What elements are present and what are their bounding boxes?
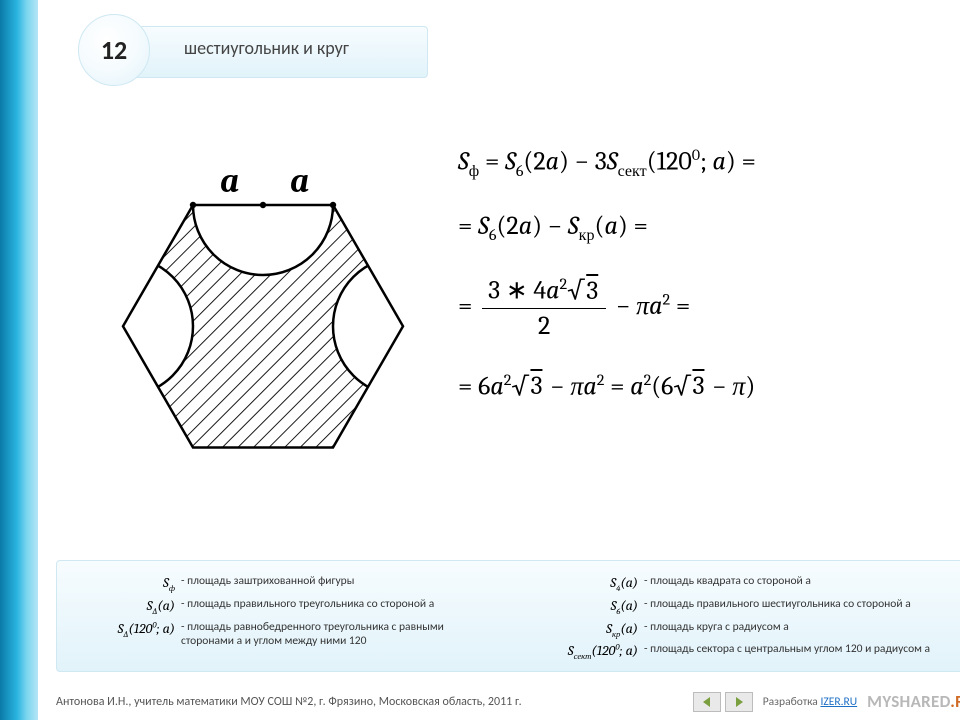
legend-row: S4(a) - площадь квадрата со стороной a: [534, 574, 960, 594]
diagram-label-a2: a: [290, 161, 309, 201]
equation-line-3: = 3 ∗ 4a2√3 2 − πa2 =: [458, 275, 960, 341]
legend-right-column: S4(a) - площадь квадрата со стороной a S…: [534, 571, 960, 661]
legend-row: Sкр(a) - площадь круга с радиусом a: [534, 620, 960, 640]
dev-link[interactable]: IZER.RU: [820, 695, 857, 709]
legend-symbol: S∆(1200; a): [71, 620, 181, 640]
nav-buttons: [693, 692, 753, 712]
diagram-label-a1: a: [220, 161, 239, 201]
legend-left-column: Sф - площадь заштрихованной фигуры S∆(a)…: [71, 571, 498, 661]
dev-label: Разработка IZER.RU: [763, 695, 857, 709]
legend-desc: - площадь сектора с центральным углом 12…: [644, 642, 960, 656]
prev-button[interactable]: [693, 692, 721, 712]
slide-number-badge: 12: [78, 14, 150, 86]
legend-symbol: Sсект(1200; a): [534, 642, 644, 662]
equation-line-2: = S6(2a) − Sкр(a) =: [458, 211, 960, 245]
legend-row: S∆(1200; a) - площадь равнобедренного тр…: [71, 620, 498, 649]
legend-desc: - площадь равнобедренного треугольника с…: [181, 620, 498, 649]
branding: MYSHARED.RU: [867, 691, 960, 712]
slide-number: 12: [101, 34, 127, 66]
legend-symbol: Sкр(a): [534, 620, 644, 640]
legend-symbol: S4(a): [534, 574, 644, 594]
slide: шестиугольник и круг 12: [38, 0, 960, 720]
legend-row: S6(a) - площадь правильного шестиугольни…: [534, 597, 960, 617]
footer: Антонова И.Н., учитель математики МОУ СО…: [56, 691, 960, 712]
side-ribbon: [0, 0, 38, 720]
hexagon-diagram: a a: [98, 120, 428, 480]
equations-block: Sф = S6(2a) − 3Sсект(1200; a) = = S6(2a)…: [458, 130, 960, 431]
triangle-right-icon: [733, 696, 745, 708]
legend-desc: - площадь правильного треугольника со ст…: [181, 597, 498, 611]
legend-row: S∆(a) - площадь правильного треугольника…: [71, 597, 498, 617]
legend-box: Sф - площадь заштрихованной фигуры S∆(a)…: [56, 560, 960, 672]
legend-desc: - площадь круга с радиусом a: [644, 620, 960, 634]
triangle-left-icon: [701, 696, 713, 708]
next-button[interactable]: [725, 692, 753, 712]
slide-title: шестиугольник и круг: [184, 37, 349, 59]
legend-symbol: S6(a): [534, 597, 644, 617]
legend-symbol: Sф: [71, 574, 181, 594]
footer-credit: Антонова И.Н., учитель математики МОУ СО…: [56, 695, 522, 709]
equation-line-1: Sф = S6(2a) − 3Sсект(1200; a) =: [458, 146, 960, 181]
equation-line-4: = 6a2√3 − πa2 = a2(6√3 − π): [458, 371, 960, 402]
legend-desc: - площадь правильного шестиугольника со …: [644, 597, 960, 611]
legend-row: Sсект(1200; a) - площадь сектора с центр…: [534, 642, 960, 662]
legend-desc: - площадь заштрихованной фигуры: [181, 574, 498, 588]
legend-symbol: S∆(a): [71, 597, 181, 617]
legend-desc: - площадь квадрата со стороной a: [644, 574, 960, 588]
legend-row: Sф - площадь заштрихованной фигуры: [71, 574, 498, 594]
